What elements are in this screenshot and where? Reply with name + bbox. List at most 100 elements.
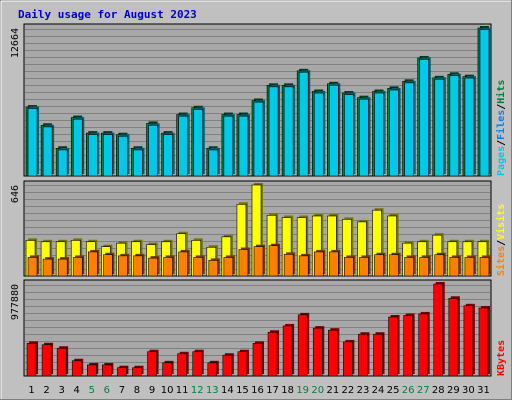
bar-pages-day-28 xyxy=(434,77,446,177)
bar-kbytes-day-3 xyxy=(56,346,69,377)
legend-separator: / xyxy=(496,240,507,246)
bar-pages-day-18 xyxy=(283,84,296,177)
x-tick-label-13: 13 xyxy=(206,385,219,396)
bar xyxy=(253,246,264,277)
bar xyxy=(298,255,309,277)
bar xyxy=(178,251,188,277)
x-tick-label-12: 12 xyxy=(191,385,204,396)
bar xyxy=(388,316,398,377)
x-tick-label-8: 8 xyxy=(134,385,140,396)
bar xyxy=(389,89,399,177)
bar-kbytes-day-10 xyxy=(162,360,174,377)
x-tick-label-18: 18 xyxy=(281,385,294,396)
bar xyxy=(87,134,98,177)
bar xyxy=(344,257,354,277)
x-tick-label-17: 17 xyxy=(266,385,279,396)
x-tick-label-24: 24 xyxy=(372,385,385,396)
x-tick-label-15: 15 xyxy=(236,385,249,396)
bar-pages-day-31 xyxy=(479,27,491,177)
bar xyxy=(404,257,414,277)
bar xyxy=(448,297,459,377)
bar xyxy=(268,245,279,277)
bar-sites-day-20 xyxy=(313,249,326,277)
x-tick-label-5: 5 xyxy=(89,385,95,396)
bar xyxy=(132,367,142,377)
bar xyxy=(252,343,263,377)
bar xyxy=(328,329,338,377)
legend: Sites/Visits xyxy=(495,204,507,276)
bar-pages-day-8 xyxy=(133,147,145,177)
x-tick-label-30: 30 xyxy=(462,385,475,396)
bar xyxy=(222,354,233,377)
bar xyxy=(72,257,83,277)
bar-kbytes-day-24 xyxy=(373,332,385,377)
bar xyxy=(147,351,157,377)
bar xyxy=(177,353,187,377)
bar-kbytes-day-12 xyxy=(192,349,204,377)
bar-kbytes-day-14 xyxy=(222,353,234,377)
bar-pages-day-23 xyxy=(359,97,371,177)
bar xyxy=(389,254,399,277)
bar xyxy=(434,254,445,277)
visits-panel: 646 Sites/Visits xyxy=(10,180,507,277)
bar-kbytes-day-8 xyxy=(132,365,144,377)
bar-pages-day-30 xyxy=(464,76,476,177)
x-tick-label-23: 23 xyxy=(357,385,370,396)
bar xyxy=(344,94,354,177)
bar xyxy=(418,313,429,377)
bar xyxy=(102,364,112,377)
bar-pages-day-11 xyxy=(178,114,190,177)
bar-kbytes-day-7 xyxy=(117,365,129,377)
bar-kbytes-day-22 xyxy=(343,339,355,377)
bar-sites-day-6 xyxy=(103,252,115,277)
bar xyxy=(193,109,204,177)
legend: KBytes xyxy=(496,340,507,376)
bar xyxy=(208,149,219,177)
legend-item-visits: Visits xyxy=(495,204,507,240)
bar xyxy=(343,341,353,377)
bar-pages-day-19 xyxy=(298,70,311,177)
bar-sites-day-18 xyxy=(283,252,296,277)
bar-kbytes-day-13 xyxy=(207,360,219,377)
bar xyxy=(223,257,234,277)
x-tick-label-3: 3 xyxy=(58,385,64,396)
bar-sites-day-27 xyxy=(419,255,431,277)
x-tick-label-28: 28 xyxy=(432,385,445,396)
x-tick-label-1: 1 xyxy=(28,385,34,396)
bar xyxy=(464,77,475,177)
bar xyxy=(283,254,294,277)
x-tick-label-29: 29 xyxy=(447,385,460,396)
y-max-label: 646 xyxy=(10,185,21,203)
bar xyxy=(478,307,489,377)
x-tick-label-16: 16 xyxy=(251,385,264,396)
bar-kbytes-day-27 xyxy=(418,311,430,377)
bar-sites-day-2 xyxy=(42,257,55,277)
bar xyxy=(207,362,218,377)
bar-pages-day-22 xyxy=(344,92,356,177)
x-axis-labels: 1 2 3 4 5 6 7 8 9 10 11 12 13 14 15 16 17 18 19 20 21 22 23 24 2… xyxy=(28,385,489,396)
x-tick-label-31: 31 xyxy=(477,385,490,396)
bar xyxy=(118,255,128,277)
bar-kbytes-day-29 xyxy=(448,296,460,377)
bar-kbytes-day-19 xyxy=(297,312,310,377)
bar-kbytes-day-2 xyxy=(41,342,54,377)
bar xyxy=(329,85,339,177)
bar-kbytes-day-25 xyxy=(388,315,400,377)
bar-kbytes-day-15 xyxy=(237,349,249,377)
bar xyxy=(268,86,279,177)
y-max-label: 12664 xyxy=(10,28,21,58)
bar xyxy=(42,126,53,177)
bar-sites-day-4 xyxy=(72,255,85,277)
bar-sites-day-17 xyxy=(268,243,281,277)
bar-kbytes-day-18 xyxy=(282,323,295,377)
bar xyxy=(298,71,309,177)
chart-title: Daily usage for August 2023 xyxy=(18,8,197,21)
x-tick-label-10: 10 xyxy=(161,385,174,396)
bar-sites-day-10 xyxy=(163,255,175,277)
bar xyxy=(41,344,52,377)
bar-pages-day-2 xyxy=(42,124,55,177)
legend-separator: / xyxy=(496,104,507,110)
bar xyxy=(148,124,158,177)
bar xyxy=(118,135,128,177)
